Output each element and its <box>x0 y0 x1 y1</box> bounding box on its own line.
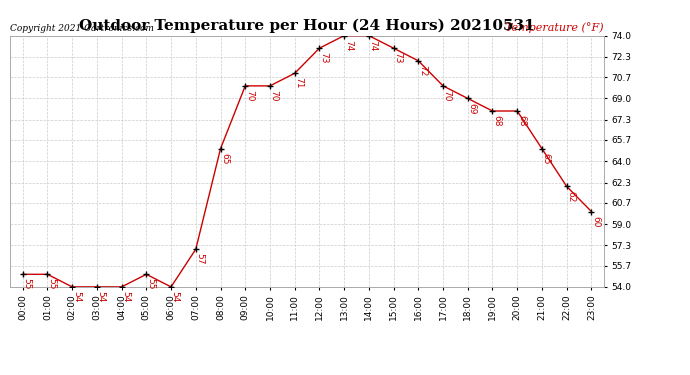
Title: Outdoor Temperature per Hour (24 Hours) 20210531: Outdoor Temperature per Hour (24 Hours) … <box>79 19 535 33</box>
Text: 69: 69 <box>467 103 476 114</box>
Text: 54: 54 <box>170 291 179 302</box>
Text: 68: 68 <box>517 115 526 127</box>
Text: Temperature (°F): Temperature (°F) <box>505 22 604 33</box>
Text: 54: 54 <box>72 291 81 302</box>
Text: 73: 73 <box>393 53 402 64</box>
Text: 70: 70 <box>443 90 452 102</box>
Text: 74: 74 <box>344 40 353 51</box>
Text: 70: 70 <box>270 90 279 102</box>
Text: 55: 55 <box>47 279 56 290</box>
Text: 68: 68 <box>492 115 501 127</box>
Text: 62: 62 <box>566 190 575 202</box>
Text: 65: 65 <box>542 153 551 164</box>
Text: 73: 73 <box>319 53 328 64</box>
Text: 65: 65 <box>220 153 229 164</box>
Text: 55: 55 <box>22 279 31 290</box>
Text: 70: 70 <box>245 90 254 102</box>
Text: 74: 74 <box>368 40 377 51</box>
Text: 54: 54 <box>121 291 130 302</box>
Text: 54: 54 <box>97 291 106 302</box>
Text: Copyright 2021 Cartronics.com: Copyright 2021 Cartronics.com <box>10 24 155 33</box>
Text: 57: 57 <box>195 254 204 265</box>
Text: 55: 55 <box>146 279 155 290</box>
Text: 60: 60 <box>591 216 600 227</box>
Text: 71: 71 <box>295 78 304 89</box>
Text: 72: 72 <box>418 65 427 76</box>
